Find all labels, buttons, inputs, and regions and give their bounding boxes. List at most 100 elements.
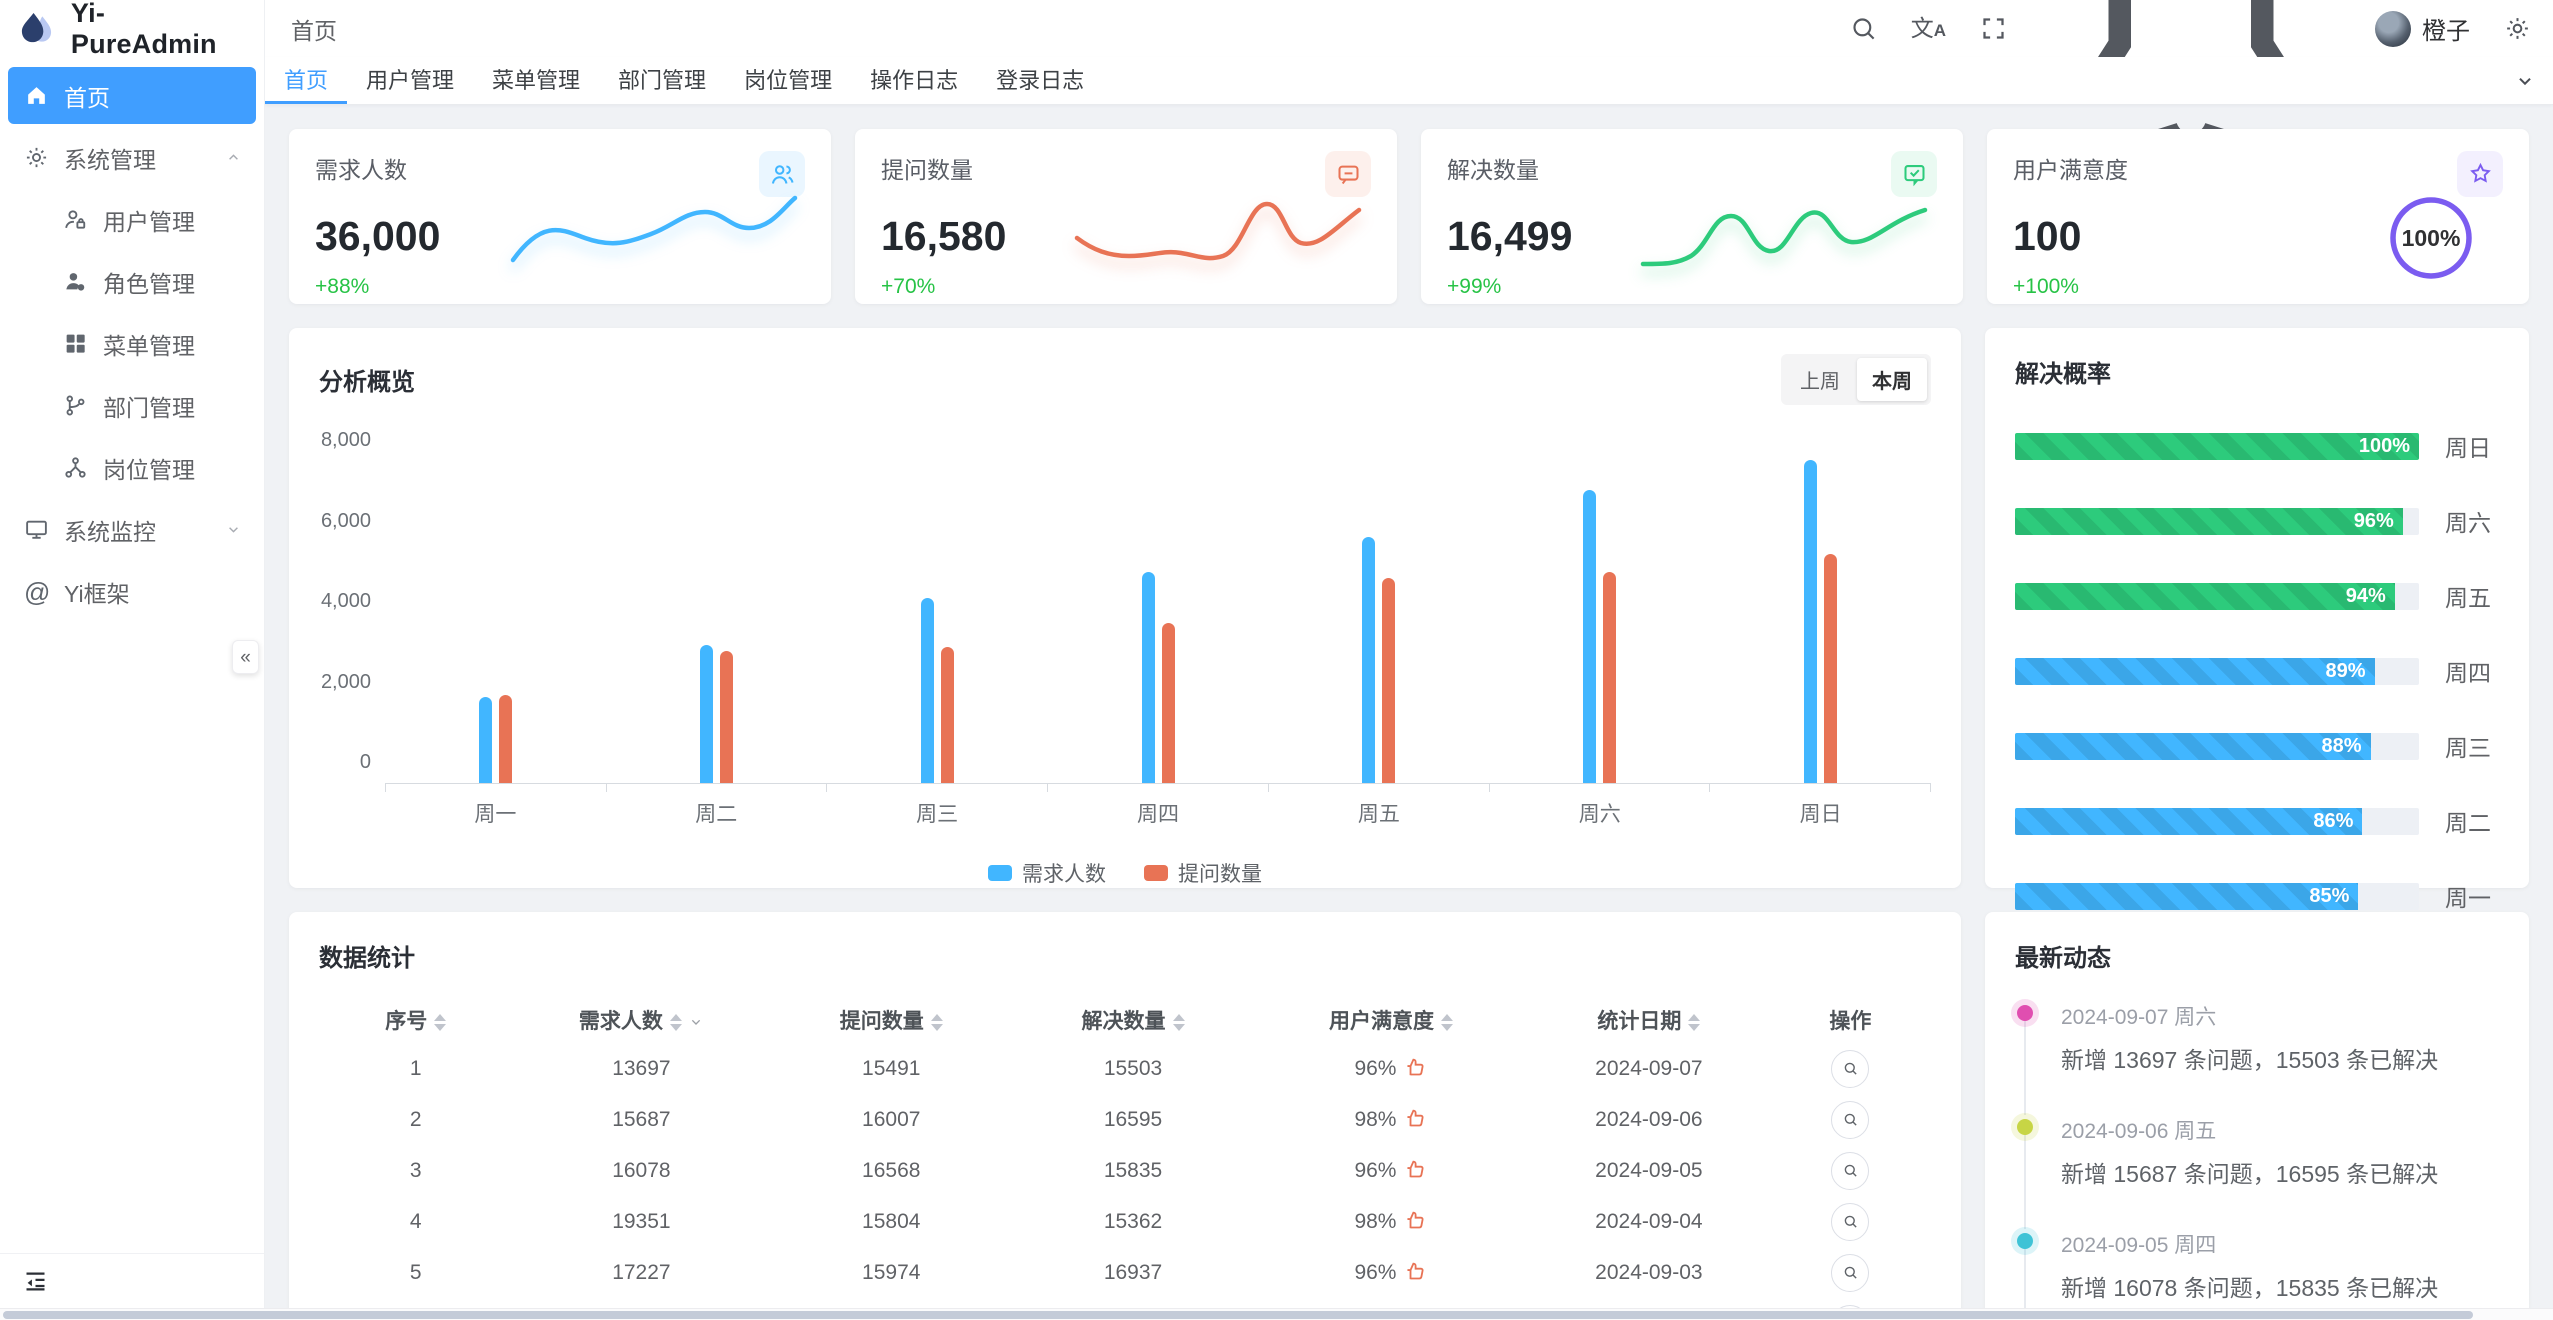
toggle-last-week[interactable]: 上周	[1785, 358, 1855, 401]
satisfaction-value: 98%	[1354, 1210, 1397, 1233]
tab-4[interactable]: 岗位管理	[744, 68, 833, 93]
column-header-solved[interactable]: 解决数量	[1012, 997, 1254, 1043]
legend-label: 提问数量	[1178, 863, 1262, 886]
filter-chevron-icon[interactable]	[688, 1014, 704, 1030]
satisfaction-value: 98%	[1354, 1108, 1397, 1131]
progress-row-周三: 88% 周三	[2015, 729, 2499, 763]
fullscreen-icon[interactable]	[1980, 15, 2007, 42]
latest-activity-card: 最新动态 2024-09-07 周六 新增 13697 条问题，15503 条已解…	[1985, 912, 2529, 1320]
x-axis-label: 周六	[1578, 803, 1621, 826]
sidebar-item-system-monitor[interactable]: 系统监控	[8, 501, 256, 558]
cell-questions: 15491	[862, 1056, 921, 1080]
tab-2[interactable]: 菜单管理	[492, 68, 581, 93]
x-axis-label: 周日	[1799, 803, 1842, 826]
translate-icon[interactable]: 文A	[1910, 15, 1946, 41]
y-axis: 8,000 6,000 4,000 2,000 0	[319, 429, 385, 774]
sidebar-item-user-management[interactable]: 用户管理	[8, 191, 256, 248]
row-view-button[interactable]	[1831, 1100, 1870, 1139]
y-tick-label: 8,000	[320, 429, 371, 451]
progress-label: 周二	[2445, 810, 2491, 836]
row-view-button[interactable]	[1831, 1202, 1870, 1241]
bar-group-周五	[1268, 439, 1489, 783]
toggle-this-week[interactable]: 本周	[1857, 358, 1927, 401]
legend-chip	[988, 865, 1012, 881]
row-view-button[interactable]	[1831, 1253, 1870, 1292]
sidebar-item-menu-management[interactable]: 菜单管理	[8, 315, 256, 372]
timeline: 2024-09-07 周六 新增 13697 条问题，15503 条已解决 2024…	[2015, 1001, 2499, 1320]
tab-5[interactable]: 操作日志	[870, 68, 959, 93]
sidebar-item-post-management[interactable]: 岗位管理	[8, 439, 256, 496]
app-logo[interactable]: Yi-PureAdmin	[0, 0, 264, 59]
row-view-button[interactable]	[1831, 1151, 1870, 1190]
column-header-date[interactable]: 统计日期	[1528, 997, 1770, 1043]
cell-date: 2024-09-07	[1595, 1056, 1703, 1080]
sort-carets-icon[interactable]	[1440, 1013, 1453, 1031]
sort-carets-icon[interactable]	[930, 1013, 943, 1031]
sidebar-item-home[interactable]: 首页	[8, 67, 256, 124]
sidebar-item-role-management[interactable]: 角色管理	[8, 253, 256, 310]
cell-date: 2024-09-03	[1595, 1260, 1703, 1284]
satisfaction-value: 96%	[1354, 1057, 1397, 1080]
legend-item-提问数量[interactable]: 提问数量	[1144, 858, 1262, 888]
thumbs-up-icon	[1404, 1107, 1427, 1130]
cell-demand: 15687	[612, 1107, 671, 1131]
progress-track: 100%	[2015, 432, 2419, 460]
bar-提问数量-周三	[940, 647, 954, 783]
breadcrumb[interactable]: 首页	[291, 17, 337, 44]
progress-track: 89%	[2015, 657, 2419, 685]
logo-drop-icon	[21, 12, 52, 43]
timeline-dot	[2017, 1005, 2033, 1021]
table-row: 2 15687 16007 16595 98% 2024-09-06	[319, 1094, 1931, 1145]
settings-gear-icon[interactable]	[2504, 15, 2531, 42]
home-icon	[24, 83, 49, 108]
tab-0[interactable]: 首页	[265, 57, 348, 104]
thumbs-up-icon	[1404, 1056, 1427, 1079]
analysis-overview-card: 分析概览 上周 本周 8,000 6,000 4,000 2,000 0 周一 周二 周三周…	[289, 328, 1961, 888]
cell-index: 4	[409, 1209, 422, 1233]
gear-icon	[24, 145, 49, 170]
column-header-demand[interactable]: 需求人数	[512, 997, 770, 1043]
sort-carets-icon[interactable]	[1172, 1013, 1185, 1031]
sidebar-item-yi-framework[interactable]: @ Yi框架	[8, 563, 256, 620]
cell-demand: 16078	[612, 1158, 671, 1182]
users-icon	[769, 161, 796, 188]
sort-carets-icon[interactable]	[434, 1013, 447, 1031]
cell-demand: 13697	[612, 1056, 671, 1080]
sidebar-item-department-management[interactable]: 部门管理	[8, 377, 256, 434]
legend-item-需求人数[interactable]: 需求人数	[988, 858, 1106, 888]
sidebar-item-label: 角色管理	[103, 270, 195, 297]
at-icon: @	[24, 576, 51, 607]
tab-3[interactable]: 部门管理	[618, 68, 707, 93]
cell-index: 3	[409, 1158, 422, 1182]
column-header-actions[interactable]: 操作	[1770, 997, 1931, 1043]
x-tick	[1710, 784, 1932, 792]
bar-需求人数-周一	[478, 697, 492, 783]
sort-carets-icon[interactable]	[1688, 1013, 1701, 1031]
column-header-index[interactable]: 序号	[319, 997, 512, 1043]
column-header-questions[interactable]: 提问数量	[770, 997, 1012, 1043]
tab-1[interactable]: 用户管理	[366, 68, 455, 93]
row-view-button[interactable]	[1831, 1049, 1870, 1088]
tab-6[interactable]: 登录日志	[996, 68, 1085, 93]
branch-icon	[63, 393, 88, 418]
stat-card-delta: +88%	[315, 275, 370, 298]
horizontal-scrollbar-thumb[interactable]	[3, 1311, 2473, 1319]
tabs-overflow-chevron-icon[interactable]	[2497, 57, 2553, 104]
stat-card-title: 提问数量	[881, 157, 973, 183]
search-icon[interactable]	[1850, 15, 1877, 42]
cell-date: 2024-09-04	[1595, 1209, 1703, 1233]
bar-group-周二	[606, 439, 827, 783]
collapse-menu-icon[interactable]	[22, 1268, 49, 1295]
sort-carets-icon[interactable]	[669, 1013, 682, 1031]
x-tick	[385, 784, 607, 792]
sidebar-item-system-management[interactable]: 系统管理	[8, 129, 256, 186]
column-label: 需求人数	[578, 1010, 663, 1033]
stat-card-1: 提问数量 16,580 +70%	[855, 129, 1397, 304]
progress-list: 100% 周日 96% 周六 94% 周五 89% 周四 88% 周三 86% 周二 85% 周一	[2015, 429, 2499, 913]
sidebar-collapse-handle[interactable]: «	[232, 640, 259, 674]
column-header-satisfaction[interactable]: 用户满意度	[1254, 997, 1528, 1043]
timeline-text: 新增 15687 条问题，16595 条已解决	[2061, 1161, 2439, 1187]
column-label: 提问数量	[839, 1010, 924, 1033]
cell-index: 1	[409, 1056, 422, 1080]
user-menu[interactable]: 橙子	[2375, 10, 2470, 47]
